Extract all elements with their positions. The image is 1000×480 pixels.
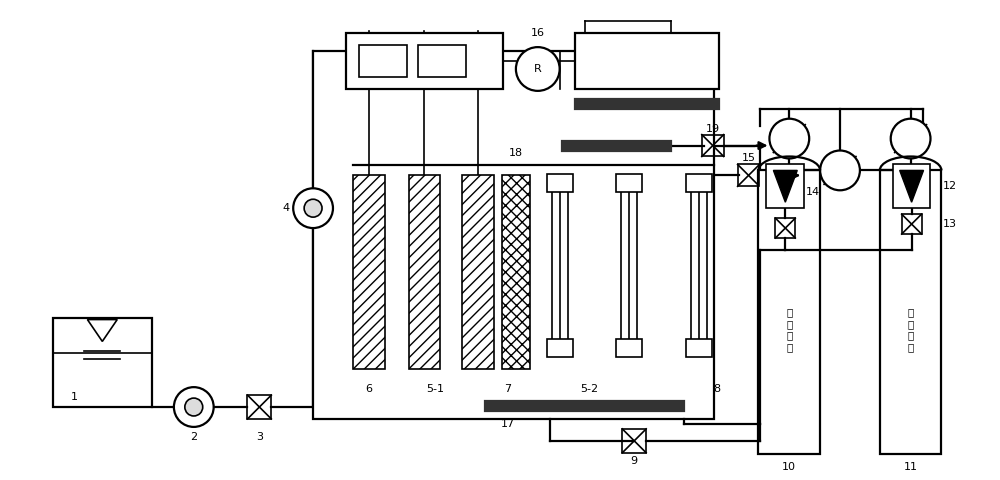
Bar xyxy=(485,401,684,411)
Bar xyxy=(616,339,642,357)
Text: 压
缩
空
气: 压 缩 空 气 xyxy=(786,307,792,352)
Text: 17: 17 xyxy=(501,419,515,429)
Bar xyxy=(547,174,573,192)
Text: 7: 7 xyxy=(504,384,512,394)
Bar xyxy=(502,175,530,369)
Bar xyxy=(758,170,820,454)
Bar xyxy=(418,45,466,77)
Bar xyxy=(53,318,152,407)
Bar xyxy=(547,339,573,357)
Text: 11: 11 xyxy=(904,462,918,472)
Text: 5-1: 5-1 xyxy=(426,384,444,394)
Circle shape xyxy=(516,47,560,91)
Text: 6: 6 xyxy=(365,384,372,394)
Circle shape xyxy=(820,151,860,190)
Text: 3: 3 xyxy=(256,432,263,442)
Bar xyxy=(313,51,714,419)
Bar xyxy=(686,339,712,357)
Bar xyxy=(359,45,407,77)
Bar xyxy=(575,99,719,109)
Text: 16: 16 xyxy=(531,28,545,38)
Bar xyxy=(880,170,941,454)
Circle shape xyxy=(769,119,809,158)
Bar xyxy=(575,33,719,89)
Text: 5-2: 5-2 xyxy=(580,384,599,394)
Circle shape xyxy=(185,398,203,416)
Bar xyxy=(766,165,804,208)
Polygon shape xyxy=(900,170,924,202)
Polygon shape xyxy=(773,170,797,202)
Text: 18: 18 xyxy=(509,147,523,157)
Bar xyxy=(462,175,494,369)
Circle shape xyxy=(304,199,322,217)
Text: 13: 13 xyxy=(942,219,956,229)
Text: 10: 10 xyxy=(782,462,796,472)
Text: 1: 1 xyxy=(71,392,78,402)
Text: 14: 14 xyxy=(806,187,820,197)
Bar xyxy=(686,174,712,192)
Text: 8: 8 xyxy=(713,384,720,394)
Text: 二
氧
化
碳: 二 氧 化 碳 xyxy=(907,307,914,352)
Bar xyxy=(409,175,440,369)
Text: 4: 4 xyxy=(282,203,289,213)
Text: 2: 2 xyxy=(190,432,197,442)
Circle shape xyxy=(174,387,214,427)
Circle shape xyxy=(891,119,930,158)
Text: 9: 9 xyxy=(631,456,638,466)
Bar xyxy=(616,174,642,192)
Bar xyxy=(893,165,930,208)
Bar xyxy=(562,141,671,151)
Bar xyxy=(346,33,503,89)
Text: R: R xyxy=(534,64,542,74)
Circle shape xyxy=(293,188,333,228)
Text: 12: 12 xyxy=(942,181,957,192)
Text: 19: 19 xyxy=(706,124,720,133)
Text: 15: 15 xyxy=(742,154,756,164)
Bar xyxy=(353,175,385,369)
